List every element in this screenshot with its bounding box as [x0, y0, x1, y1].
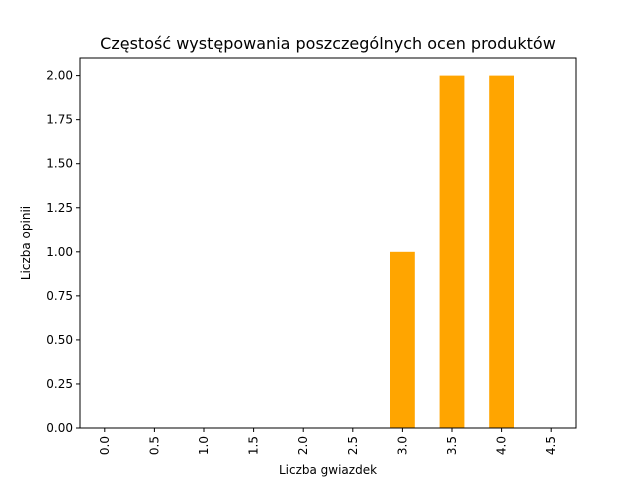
- x-tick-label: 2.0: [296, 436, 310, 455]
- plot-frame: [79, 57, 577, 429]
- bar-3.5: [439, 75, 465, 428]
- x-tick-label: 2.5: [346, 436, 360, 455]
- x-tick-label: 4.0: [495, 436, 509, 455]
- y-tick-label: 1.00: [46, 245, 73, 259]
- bar-3.0: [390, 251, 415, 428]
- x-tick-label: 4.5: [544, 436, 558, 455]
- y-tick-label: 1.25: [46, 201, 73, 215]
- y-axis-label: Liczba opinii: [19, 206, 33, 280]
- y-tick-label: 1.50: [46, 157, 73, 171]
- x-tick-label: 1.5: [247, 436, 261, 455]
- x-tick-label: 0.5: [147, 436, 161, 455]
- x-axis-ticks: 0.0 0.5 1.0 1.5 2.0 2.5 3.0 3.5 4.0 4.5: [98, 428, 558, 455]
- x-tick-label: 3.5: [445, 436, 459, 455]
- x-axis-label: Liczba gwiazdek: [279, 463, 377, 477]
- bar-4.0: [489, 75, 514, 428]
- y-tick-label: 0.25: [46, 377, 73, 391]
- chart-title: Częstość występowania poszczególnych oce…: [100, 34, 556, 53]
- y-axis-ticks: 0.00 0.25 0.50 0.75 1.00 1.25 1.50 1.75 2.00: [46, 69, 80, 435]
- x-tick-label: 0.0: [98, 436, 112, 455]
- bars-group: [390, 75, 514, 428]
- y-tick-label: 2.00: [46, 69, 73, 83]
- x-tick-label: 1.0: [197, 436, 211, 455]
- x-tick-label: 3.0: [395, 436, 409, 455]
- y-tick-label: 1.75: [46, 113, 73, 127]
- y-tick-label: 0.00: [46, 421, 73, 435]
- y-tick-label: 0.75: [46, 289, 73, 303]
- y-tick-label: 0.50: [46, 333, 73, 347]
